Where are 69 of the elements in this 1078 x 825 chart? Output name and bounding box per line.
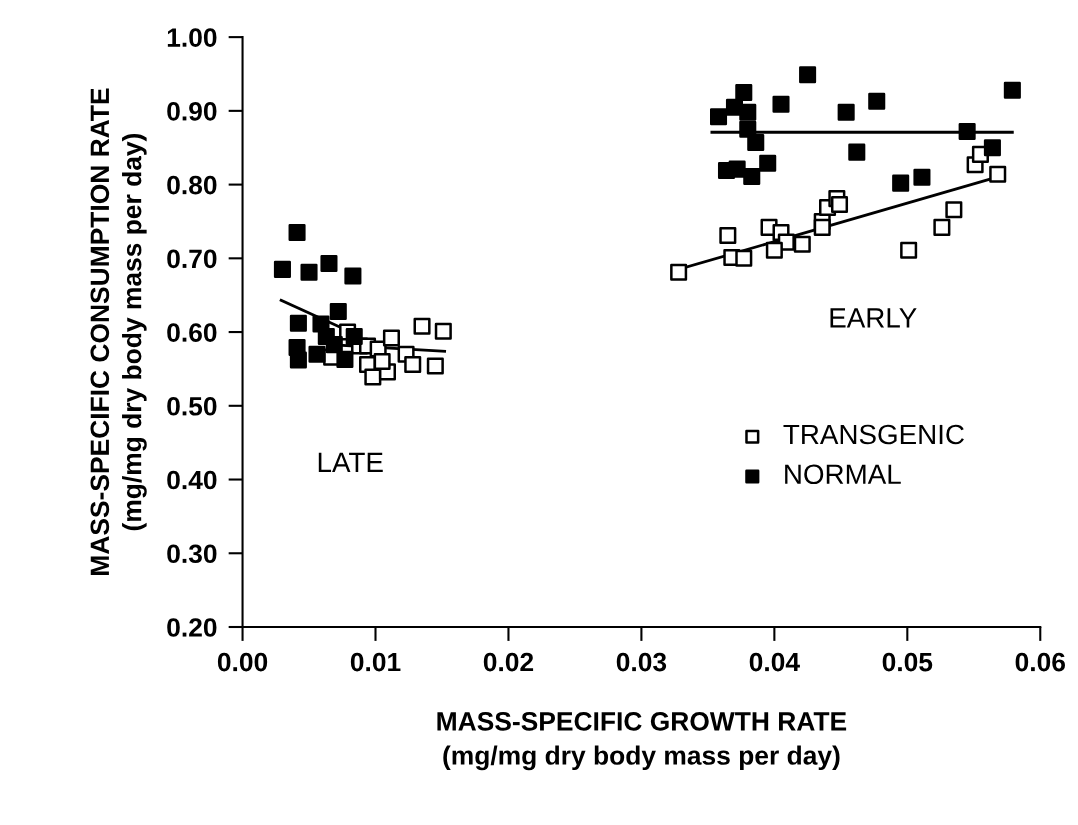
y-tick-label: 0.60: [167, 323, 217, 342]
point: [913, 168, 931, 186]
point: [958, 122, 976, 141]
point: [933, 218, 951, 236]
point: [373, 353, 391, 371]
x-tick-label: 0.03: [616, 652, 667, 672]
point: [288, 223, 306, 242]
point: [837, 103, 855, 121]
point: [793, 235, 811, 253]
x-axis-title: MASS-SPECIFIC GROWTH RATE (mg/mg dry body mass per day): [437, 712, 847, 771]
point: [670, 263, 688, 281]
x-tick-label: 0.02: [483, 652, 534, 672]
y-tick-label: 0.20: [167, 618, 217, 637]
point: [404, 355, 422, 374]
x-tick-label: 0.05: [882, 652, 933, 672]
point: [325, 336, 343, 354]
point: [364, 368, 382, 386]
point: [830, 195, 849, 214]
point: [735, 249, 753, 267]
point: [892, 174, 910, 192]
point: [1003, 81, 1021, 99]
y-tick-label: 1.00: [167, 28, 217, 47]
point: [747, 134, 765, 152]
point: [382, 329, 400, 347]
annotation: LATE: [318, 452, 383, 472]
y-tick-label: 0.30: [167, 544, 217, 564]
point: [983, 139, 1001, 157]
point: [336, 350, 354, 368]
point: [308, 345, 326, 363]
point: [813, 218, 831, 236]
point: [735, 83, 753, 101]
point: [289, 314, 307, 332]
y-tick-label: 0.40: [167, 470, 217, 490]
point: [848, 143, 866, 161]
y-axis-title: MASS-SPECIFIC CONSUMPTION RATE (mg/mg dry body mass per day): [90, 88, 147, 575]
x-tick-label: 0.00: [217, 652, 268, 672]
point: [989, 165, 1007, 183]
y-tick-label: 0.80: [167, 175, 217, 195]
point: [900, 241, 918, 259]
legend-label: TRANSGENIC: [783, 424, 964, 445]
annotation: EARLY: [830, 308, 917, 328]
point: [345, 327, 363, 346]
point: [709, 108, 728, 126]
x-tick-label: 0.01: [350, 652, 401, 672]
point: [329, 302, 347, 320]
point: [728, 160, 746, 178]
point: [945, 201, 963, 219]
point: [772, 95, 790, 113]
point: [273, 260, 291, 278]
point: [765, 241, 783, 259]
y-tick-label: 0.70: [167, 249, 217, 269]
point: [719, 226, 737, 244]
y-tick-label: 0.50: [167, 396, 217, 416]
point: [300, 263, 318, 281]
point: [434, 322, 452, 340]
x-tick-label: 0.06: [1015, 652, 1065, 672]
point: [344, 267, 362, 285]
y-tick-label: 0.90: [167, 101, 217, 121]
point: [413, 317, 431, 335]
legend-label: NORMAL: [785, 464, 901, 485]
point: [426, 357, 444, 375]
point: [799, 66, 817, 84]
point: [289, 351, 307, 369]
point: [320, 254, 338, 273]
point: [868, 92, 886, 110]
point: [743, 167, 761, 186]
point: [759, 154, 777, 172]
point: [739, 103, 757, 121]
x-tick-label: 0.04: [749, 652, 800, 672]
